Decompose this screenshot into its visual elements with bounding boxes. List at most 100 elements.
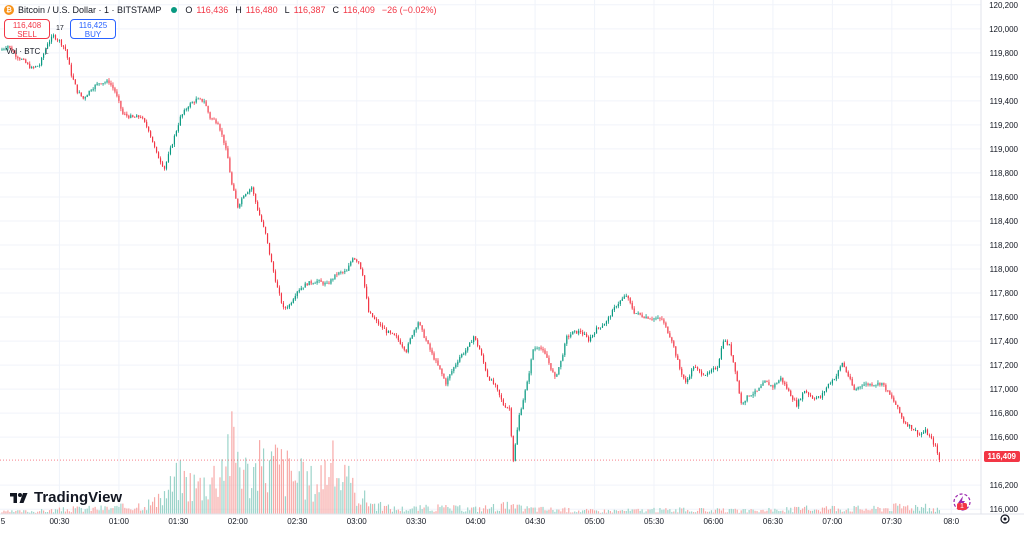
volume-bar [469,510,471,514]
sell-button[interactable]: 116,408 SELL [4,19,50,39]
candle-body [387,330,390,333]
volume-bar [207,499,209,514]
volume-bar [233,426,235,514]
volume-bar [465,511,467,514]
volume-bar [514,508,516,514]
volume-bar [80,507,82,514]
volume-bar [901,508,903,514]
open-value: 116,436 [196,5,229,15]
volume-bar [302,461,304,514]
candle-body [633,308,635,314]
current-price-label: 116,409 [983,451,1020,462]
volume-bar [100,505,102,514]
volume-bar [437,504,439,514]
candle-body [306,283,308,286]
candle-body [762,382,764,386]
volume-bar [364,490,366,514]
volume-bar [589,509,592,514]
volume-bar [183,470,185,514]
candle-body [889,390,891,395]
candle-body [484,362,487,371]
candle-body [932,438,935,445]
candle-body [241,198,243,205]
candle-body [50,36,53,42]
candle-body [421,325,423,330]
volume-bar [15,510,17,514]
volume-bar [451,510,453,514]
volume-bar [667,510,669,514]
volume-bar [877,506,879,514]
candle-body [136,115,138,118]
candle-body [17,56,19,59]
volume-bar [370,503,372,514]
symbol-legend[interactable]: ₿ Bitcoin / U.S. Dollar · 1 · BITSTAMP O… [4,2,439,18]
time-tick-label: 01:00 [109,517,130,526]
volume-bar [903,506,905,514]
candle-body [891,394,893,398]
symbol-title[interactable]: Bitcoin / U.S. Dollar · 1 · BITSTAMP [18,5,162,15]
candle-body [78,92,80,94]
volume-bar [104,506,106,514]
high-value: 116,480 [245,5,278,15]
candle-body [752,394,754,396]
volume-bar [748,510,750,514]
candle-body [798,399,800,407]
volume-bar [342,482,344,514]
candle-body [247,192,249,195]
candle-body [482,355,485,363]
volume-bar [405,510,407,514]
price-axis[interactable]: 120,200 120,000 119,800 119,600 119,400 119,2… [989,1,1018,514]
volume-bar [494,511,497,514]
volume-bar [401,506,403,514]
candle-body [177,125,179,132]
volume-bar [677,512,679,514]
volume-bar [730,508,732,514]
lightning-assistant-icon[interactable] [953,493,971,511]
buy-button[interactable]: 116,425 BUY [70,19,116,39]
candle-body [782,377,784,383]
candle-body [522,400,524,410]
candle-body [35,66,37,68]
volume-bar [153,497,156,514]
candle-body [300,288,302,291]
candle-body [368,298,370,313]
chart-settings-icon[interactable] [998,512,1012,526]
tradingview-watermark[interactable]: TradingView [8,489,122,506]
volume-bar [552,510,554,514]
candle-body [183,110,185,115]
volume-bar [415,506,417,514]
volume-bar [407,510,409,514]
candle-body [128,115,130,118]
candle-body [239,204,241,208]
volume-bar [90,510,92,514]
candle-body [37,65,39,67]
volume-bar [536,511,538,514]
volume-bar [669,509,671,514]
volume-legend[interactable]: Vol · BTC 1 [6,47,49,56]
candle-body [356,259,358,262]
candle-body [179,116,181,126]
volume-bar [94,506,96,514]
volume-bar [102,510,104,514]
close-value: 116,409 [343,5,375,15]
volume-bar [473,507,475,514]
candle-body [788,388,790,391]
volume-bar [871,508,873,514]
volume-bar [685,511,687,514]
volume-bar [586,508,588,514]
candle-body [885,384,887,391]
candle-body [492,379,495,385]
volume-bar [607,509,610,514]
time-axis[interactable]: 5 00:30 01:00 01:30 02:00 02:30 03:00 03:30 04:0… [1,517,960,526]
volume-bar [617,511,619,514]
candle-body [558,367,560,375]
candle-body [887,390,889,392]
volume-bar [542,506,544,514]
volume-bar [936,507,938,514]
candle-body [191,102,193,104]
volume-bar [500,503,502,514]
volume-bar [300,458,302,514]
volume-bar [159,498,162,514]
